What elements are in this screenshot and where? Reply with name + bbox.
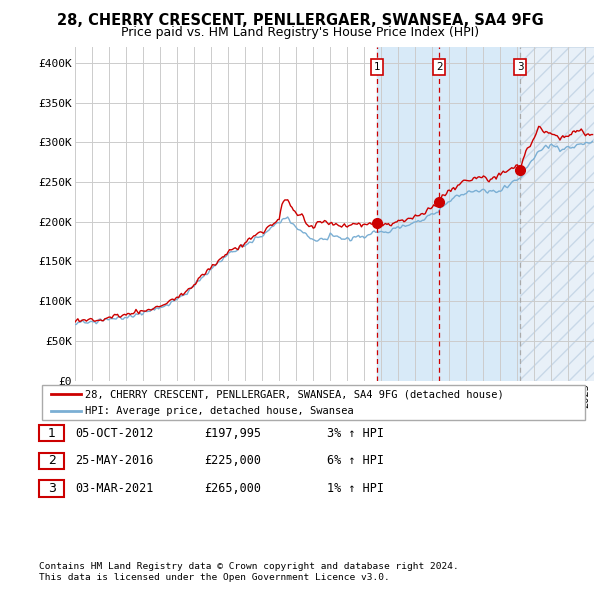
Text: £265,000: £265,000 [204,482,261,495]
Text: 28, CHERRY CRESCENT, PENLLERGAER, SWANSEA, SA4 9FG (detached house): 28, CHERRY CRESCENT, PENLLERGAER, SWANSE… [85,389,504,399]
Text: 1: 1 [47,427,56,440]
Text: Contains HM Land Registry data © Crown copyright and database right 2024.: Contains HM Land Registry data © Crown c… [39,562,459,571]
Bar [377,47,520,381]
Text: 1: 1 [374,62,380,72]
Text: 1% ↑ HPI: 1% ↑ HPI [327,482,384,495]
Text: 3: 3 [47,482,56,495]
Text: 28, CHERRY CRESCENT, PENLLERGAER, SWANSEA, SA4 9FG: 28, CHERRY CRESCENT, PENLLERGAER, SWANSE… [56,13,544,28]
Text: 2: 2 [47,454,56,467]
Text: 25-MAY-2016: 25-MAY-2016 [75,454,154,467]
Text: Price paid vs. HM Land Registry's House Price Index (HPI): Price paid vs. HM Land Registry's House … [121,26,479,39]
Text: £197,995: £197,995 [204,427,261,440]
Text: 3: 3 [517,62,524,72]
Text: This data is licensed under the Open Government Licence v3.0.: This data is licensed under the Open Gov… [39,573,390,582]
Text: £225,000: £225,000 [204,454,261,467]
Text: 03-MAR-2021: 03-MAR-2021 [75,482,154,495]
Text: HPI: Average price, detached house, Swansea: HPI: Average price, detached house, Swan… [85,405,354,415]
Text: 2: 2 [436,62,442,72]
Bar [520,47,594,381]
Bar [520,47,594,381]
Text: 3% ↑ HPI: 3% ↑ HPI [327,427,384,440]
Text: 6% ↑ HPI: 6% ↑ HPI [327,454,384,467]
Text: 05-OCT-2012: 05-OCT-2012 [75,427,154,440]
